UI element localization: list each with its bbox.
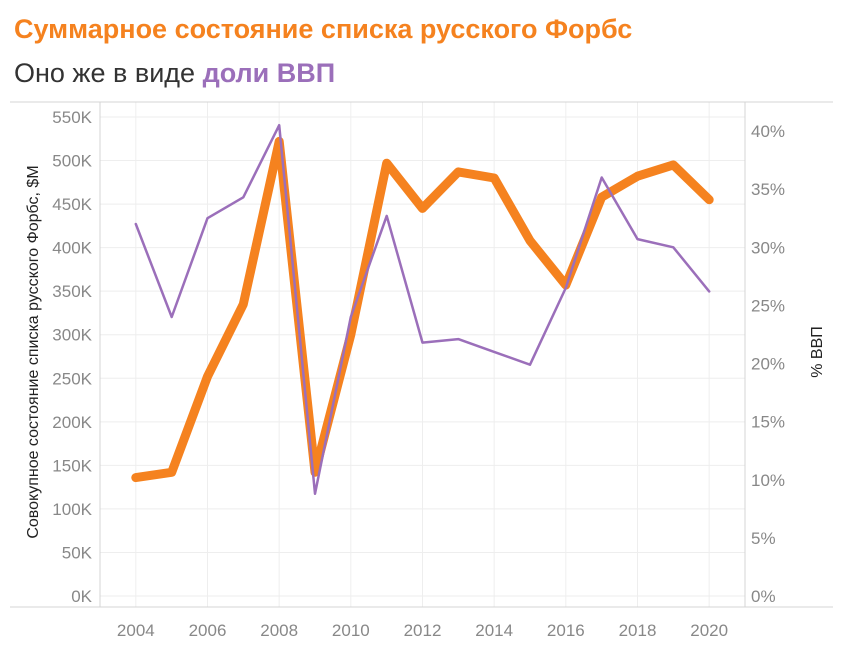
subtitle-prefix: Оно же в виде [14, 58, 203, 88]
y-left-tick-label: 500K [52, 152, 92, 171]
y-left-tick-label: 550K [52, 108, 92, 127]
y-left-tick-label: 150K [52, 456, 92, 475]
y-right-tick-label: 35% [751, 180, 785, 199]
series-line-wealth [131, 136, 714, 483]
x-ticks: 2004 2006 2008 2010 2012 2014 2016 2018 2020 [117, 621, 728, 640]
grid-layer [100, 102, 745, 607]
x-tick-label: 2012 [404, 621, 442, 640]
y-right-tick-label: 15% [751, 413, 785, 432]
x-tick-label: 2004 [117, 621, 155, 640]
y-left-tick-label: 250K [52, 369, 92, 388]
y-right-axis-label: % ВВП [809, 326, 826, 378]
axes-layer [10, 101, 833, 608]
y-left-tick-label: 350K [52, 282, 92, 301]
y-right-tick-label: 30% [751, 238, 785, 257]
y-right-tick-label: 0% [751, 587, 776, 606]
x-tick-label: 2020 [690, 621, 728, 640]
y-right-tick-label: 20% [751, 355, 785, 374]
chart-subtitle: Оно же в виде доли ВВП [14, 58, 335, 89]
right-ticks: 0% 5% 10% 15% 20% 25% 30% 35% 40% [751, 122, 785, 606]
y-right-tick-label: 40% [751, 122, 785, 141]
y-left-tick-label: 100K [52, 500, 92, 519]
x-tick-label: 2010 [332, 621, 370, 640]
x-tick-label: 2014 [475, 621, 513, 640]
y-right-tick-label: 25% [751, 296, 785, 315]
y-left-tick-label: 450K [52, 195, 92, 214]
y-left-tick-label: 400K [52, 239, 92, 258]
y-left-tick-label: 200K [52, 413, 92, 432]
y-right-tick-label: 5% [751, 529, 776, 548]
x-tick-label: 2006 [189, 621, 227, 640]
y-left-tick-label: 0K [71, 587, 92, 606]
series-line-gdp-share [134, 123, 711, 495]
x-tick-label: 2016 [547, 621, 585, 640]
x-tick-label: 2018 [619, 621, 657, 640]
y-left-tick-label: 300K [52, 326, 92, 345]
chart-title: Суммарное состояние списка русского Форб… [14, 14, 633, 44]
y-right-tick-label: 10% [751, 471, 785, 490]
subtitle-highlight: доли ВВП [202, 58, 336, 88]
series-layer [131, 123, 714, 495]
y-left-tick-label: 50K [62, 543, 93, 562]
x-tick-label: 2008 [260, 621, 298, 640]
left-ticks: 0K 50K 100K 150K 200K 250K 300K 350K 400K 450K 500… [52, 108, 92, 606]
y-left-axis-label: Совокупное состояние списка русского Фор… [25, 165, 42, 538]
